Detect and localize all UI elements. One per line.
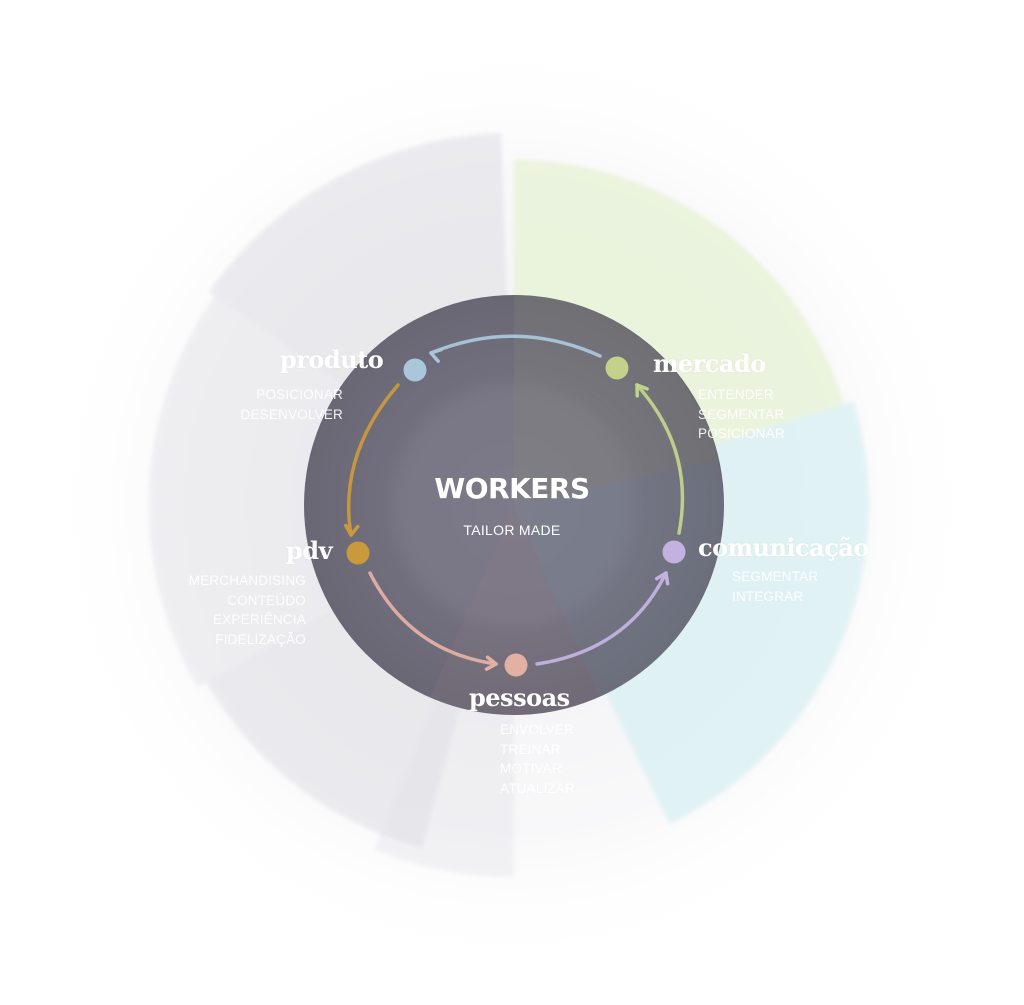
arrow-mercado-to-produto (429, 334, 602, 358)
action-item: CONTEÚDO (227, 592, 306, 608)
node-actions-comunicacao: SEGMENTAR INTEGRAR (732, 567, 818, 606)
action-item: FIDELIZAÇÃO (215, 631, 306, 647)
arrow-pdv-to-pessoas-head (484, 655, 498, 671)
disc-tint-green (514, 295, 718, 505)
node-dot-pdv (346, 541, 370, 565)
action-item: SEGMENTAR (732, 569, 819, 584)
arrow-pessoas-to-comunicacao-head (655, 571, 670, 586)
arrow-comunicacao-to-mercado (635, 383, 685, 535)
action-item: POSICIONAR (698, 426, 785, 441)
action-item: TREINAR (500, 741, 561, 757)
action-item: DESENVOLVER (240, 406, 343, 422)
node-dot-comunicacao (662, 540, 686, 564)
cycle-arrows (344, 334, 685, 671)
action-item: MOTIVAR (500, 761, 562, 776)
arrow-pessoas-to-comunicacao (535, 571, 668, 666)
node-actions-pessoas: ENVOLVER TREINAR MOTIVAR ATUALIZAR (500, 720, 575, 798)
node-dot-mercado (605, 356, 629, 380)
arrow-comunicacao-to-mercado-head (635, 383, 649, 398)
disc-tint-cyan (514, 460, 724, 697)
action-item: ENTENDER (698, 387, 774, 402)
node-actions-mercado: ENTENDER SEGMENTAR POSICIONAR (698, 385, 785, 444)
action-item: EXPERIÊNCIA (213, 612, 306, 627)
node-title-pdv: pdv (286, 536, 333, 565)
arrow-produto-to-pdv (346, 383, 400, 537)
node-dot-produto (403, 358, 427, 382)
node-title-produto: produto (280, 345, 384, 374)
node-title-comunicacao: comunicação (698, 533, 869, 562)
node-actions-produto: POSICIONAR DESENVOLVER (203, 385, 343, 424)
action-item: INTEGRAR (732, 588, 804, 604)
arrow-pdv-to-pessoas (368, 571, 498, 666)
arrow-mercado-to-produto-head (429, 347, 443, 363)
disc-tint-rose (430, 505, 600, 715)
inner-disc-core (392, 383, 636, 627)
action-item: SEGMENTAR (698, 406, 785, 422)
node-actions-pdv: MERCHANDISING CONTEÚDO EXPERIÊNCIA FIDEL… (146, 571, 306, 649)
action-item: MERCHANDISING (188, 573, 306, 588)
action-item: ATUALIZAR (500, 780, 576, 796)
node-title-pessoas: pessoas (469, 683, 570, 712)
center-subtitle: TAILOR MADE (463, 522, 561, 538)
node-title-mercado: mercado (653, 349, 766, 378)
action-item: POSICIONAR (256, 387, 343, 402)
arrow-produto-to-pdv-head (344, 523, 360, 537)
center-title: WORKERS (434, 472, 590, 505)
node-dot-pessoas (504, 653, 528, 677)
node-dots (346, 356, 686, 677)
action-item: ENVOLVER (500, 722, 575, 737)
